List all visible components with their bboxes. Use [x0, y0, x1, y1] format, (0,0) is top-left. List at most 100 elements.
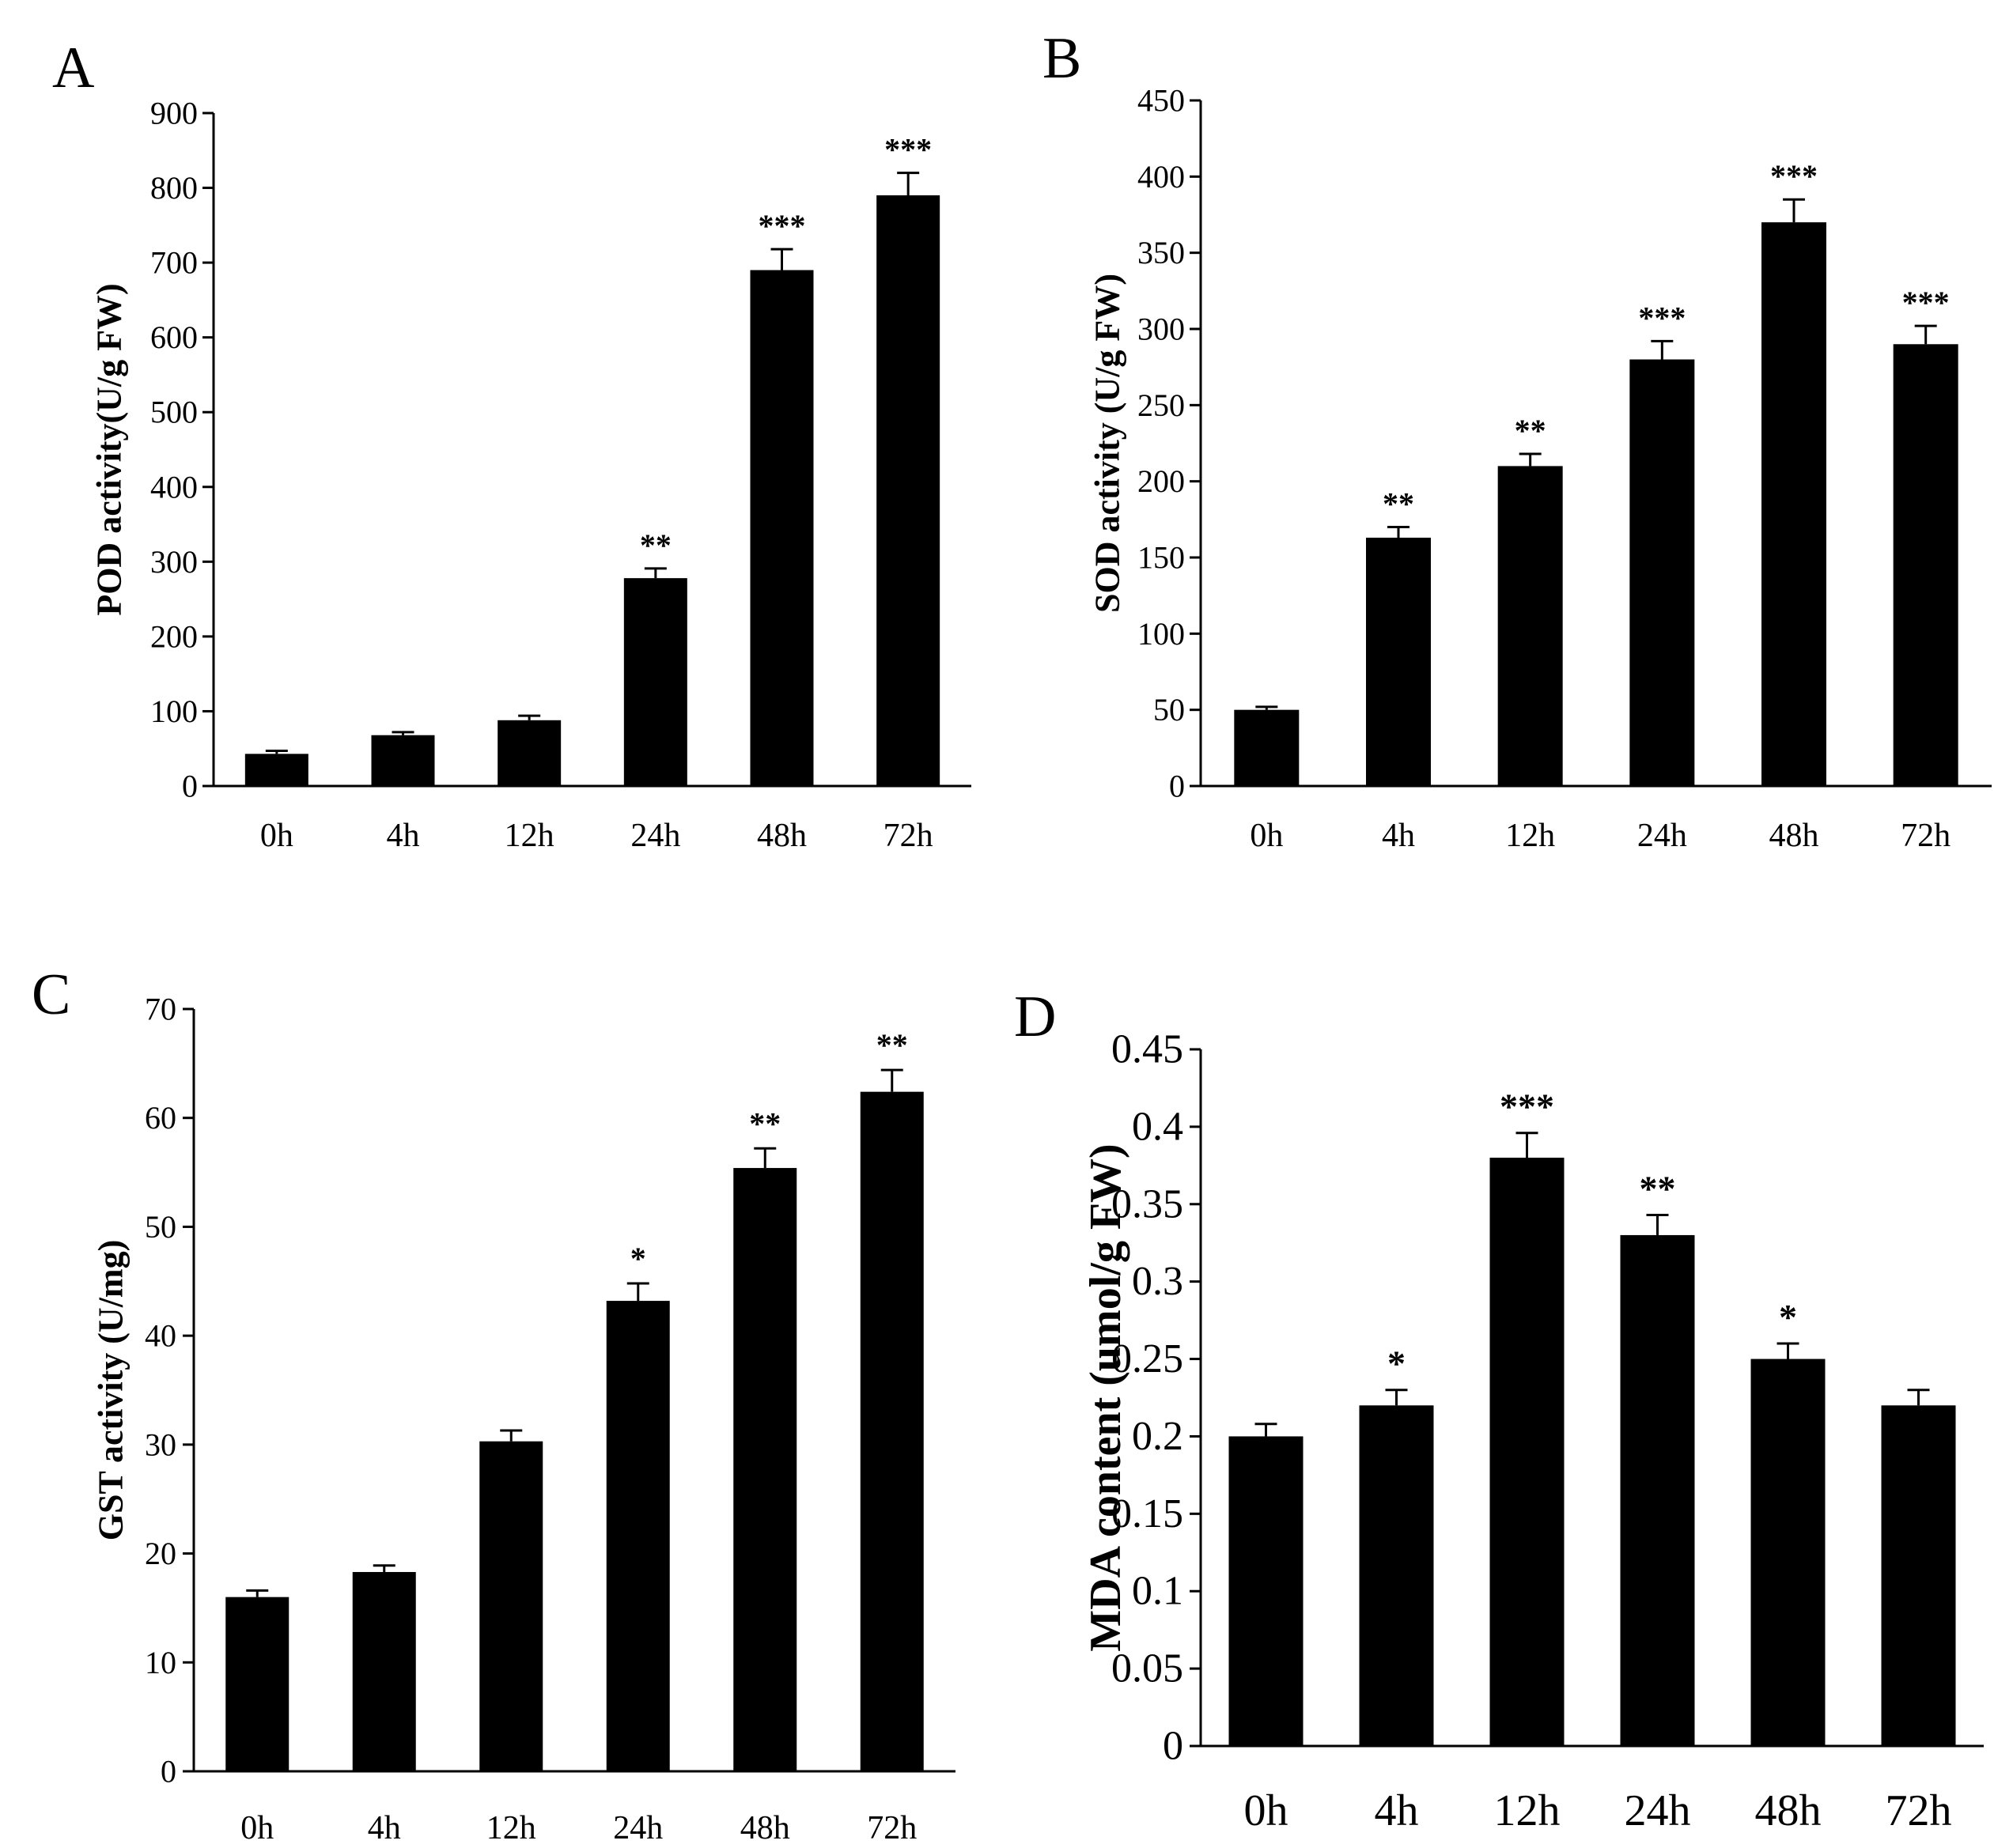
y-tick-label: 0.3	[1132, 1259, 1183, 1304]
bar	[1228, 1436, 1304, 1746]
significance-label: *	[630, 1241, 646, 1276]
significance-label: ***	[1770, 158, 1818, 194]
x-tick-label: 24h	[630, 818, 680, 854]
x-tick-label: 72h	[867, 1810, 917, 1846]
y-tick-label: 450	[1137, 83, 1185, 119]
y-tick-label: 60	[145, 1100, 176, 1136]
x-tick-label: 12h	[505, 818, 554, 854]
y-tick-label: 800	[150, 170, 198, 206]
y-tick-label: 0.25	[1111, 1336, 1183, 1381]
significance-label: ***	[1500, 1087, 1554, 1127]
bar	[606, 1301, 670, 1771]
bar	[498, 720, 562, 786]
significance-label: **	[876, 1027, 908, 1063]
y-axis-title: MDA content (umol/g FW)	[1081, 1143, 1130, 1651]
y-tick-label: 0.45	[1111, 1027, 1183, 1072]
significance-label: **	[640, 527, 672, 563]
x-tick-label: 48h	[740, 1810, 790, 1846]
panel-c: C 0 10 20 30 40 50 60 70 GST activity (U/mg) 0h 4h…	[32, 962, 955, 1846]
bar	[1234, 709, 1300, 786]
panel-a: A 0 100 200 300 400 500 600 700 800 900 POD activi…	[52, 36, 971, 854]
y-tick-label: 0	[1163, 1724, 1183, 1769]
bar	[623, 578, 687, 786]
significance-label: **	[1383, 486, 1414, 521]
bar	[1620, 1234, 1695, 1746]
y-tick-label: 40	[145, 1318, 176, 1354]
bar	[1893, 344, 1958, 786]
bar	[371, 735, 435, 786]
x-tick-label: 4h	[1375, 1786, 1419, 1835]
x-tick-label: 0h	[1244, 1786, 1288, 1835]
x-tick-label: 48h	[1755, 1786, 1822, 1835]
x-tick-label: 12h	[1494, 1786, 1561, 1835]
y-tick-label: 0.1	[1132, 1569, 1183, 1614]
y-tick-label: 10	[145, 1645, 176, 1680]
y-tick-label: 100	[150, 693, 198, 729]
y-tick-label: 0	[1169, 769, 1185, 804]
bar	[750, 270, 814, 787]
y-tick-label: 50	[145, 1209, 176, 1245]
y-tick-label: 0.35	[1111, 1181, 1183, 1226]
significance-label: ***	[884, 132, 932, 168]
significance-label: **	[749, 1105, 781, 1141]
y-axis-title: SOD activity (U/g FW)	[1088, 274, 1127, 613]
x-tick-label: 12h	[486, 1810, 536, 1846]
bar	[225, 1597, 289, 1771]
y-tick-label: 400	[150, 469, 198, 505]
panel-d: D 0 0.05 0.1 0.15 0.2 0.25 0.3 0.35 0.4 0.45 MDA c…	[1014, 984, 1984, 1835]
bar	[860, 1091, 924, 1771]
y-axis-title: POD activity(U/g FW)	[90, 283, 129, 615]
bar	[479, 1441, 543, 1771]
y-tick-label: 500	[150, 395, 198, 430]
x-tick-label: 24h	[613, 1810, 663, 1846]
significance-label: *	[1387, 1343, 1406, 1384]
y-tick-label: 300	[1137, 312, 1185, 347]
y-tick-label: 700	[150, 245, 198, 281]
y-tick-label: 200	[1137, 463, 1185, 499]
y-tick-label: 0.2	[1132, 1414, 1183, 1459]
x-tick-label: 0h	[260, 818, 293, 854]
bar	[1366, 537, 1431, 786]
x-tick-label: 0h	[240, 1810, 274, 1846]
x-tick-label: 72h	[1886, 1786, 1952, 1835]
significance-label: **	[1515, 413, 1546, 448]
x-tick-label: 48h	[1769, 818, 1819, 854]
y-tick-label: 20	[145, 1536, 176, 1571]
bar	[352, 1571, 416, 1771]
y-tick-label: 50	[1153, 692, 1185, 727]
significance-label: ***	[1902, 285, 1950, 320]
bar	[1497, 466, 1563, 786]
x-tick-label: 4h	[387, 818, 420, 854]
y-tick-label: 100	[1137, 616, 1185, 652]
bar	[1881, 1405, 1956, 1746]
y-axis-title: GST activity (U/mg)	[92, 1240, 131, 1541]
y-tick-label: 400	[1137, 159, 1185, 195]
significance-label: ***	[759, 208, 806, 244]
bar	[876, 195, 940, 786]
y-tick-label: 70	[145, 992, 176, 1027]
bar	[244, 754, 308, 786]
bar	[1750, 1359, 1826, 1746]
significance-label: **	[1640, 1168, 1676, 1208]
x-tick-label: 72h	[1901, 818, 1951, 854]
x-tick-label: 4h	[1382, 818, 1415, 854]
y-tick-label: 30	[145, 1427, 176, 1462]
y-tick-label: 0	[182, 769, 198, 804]
y-tick-label: 600	[150, 319, 198, 355]
y-tick-label: 300	[150, 544, 198, 580]
y-tick-label: 0.15	[1111, 1491, 1183, 1536]
y-tick-label: 0.05	[1111, 1646, 1183, 1691]
bar	[733, 1168, 797, 1771]
x-tick-label: 0h	[1250, 818, 1283, 854]
bar	[1489, 1158, 1565, 1746]
y-tick-label: 150	[1137, 540, 1185, 576]
panel-letter: D	[1014, 984, 1056, 1049]
significance-label: *	[1779, 1297, 1797, 1337]
bar	[1359, 1405, 1434, 1746]
x-tick-label: 72h	[884, 818, 933, 854]
y-tick-label: 0.4	[1132, 1104, 1183, 1149]
y-tick-label: 200	[150, 618, 198, 654]
y-tick-label: 250	[1137, 387, 1185, 423]
x-tick-label: 24h	[1625, 1786, 1691, 1835]
